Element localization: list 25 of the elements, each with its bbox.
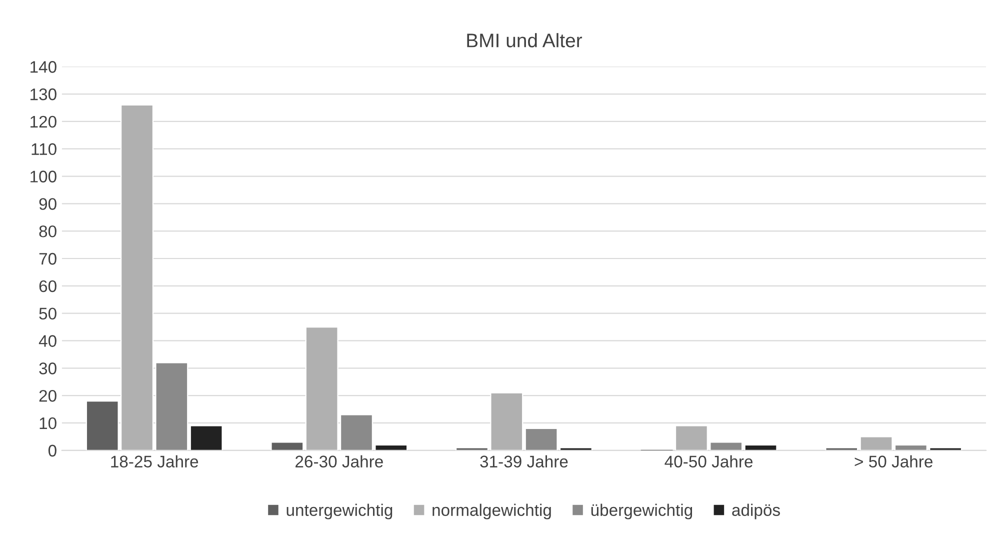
y-tick-label: 40 <box>38 335 56 347</box>
y-tick-label: 50 <box>39 308 56 320</box>
y-tick-label: 10 <box>40 417 56 430</box>
x-tick-label: 40-50 Jahre <box>664 455 753 468</box>
x-tick-label: 31-39 Jahre <box>480 455 568 468</box>
x-tick-label: > 50 Jahre <box>854 455 932 468</box>
legend-label: adipös <box>732 504 780 520</box>
y-tick-label: 100 <box>30 170 56 182</box>
y-tick-label: 130 <box>30 88 56 100</box>
legend-label: untergewichtig <box>286 504 392 520</box>
y-tick-label: 90 <box>39 198 56 210</box>
y-tick-label: 0 <box>48 444 56 457</box>
x-tick-label: 18-25 Jahre <box>111 455 198 468</box>
legend-label: normalgewichtig <box>432 504 551 520</box>
y-tick-label: 30 <box>39 362 56 374</box>
y-tick-label: 110 <box>32 143 56 156</box>
y-tick-label: 20 <box>39 390 56 402</box>
legend-label: übergewichtig <box>591 504 692 520</box>
x-tick-label: 26-30 Jahre <box>296 455 383 468</box>
y-tick-label: 70 <box>39 252 56 265</box>
y-tick-label: 80 <box>39 225 56 238</box>
y-tick-label: 140 <box>30 61 56 73</box>
chart-title: BMI und Alter <box>467 33 582 48</box>
y-tick-label: 120 <box>30 116 56 128</box>
y-tick-label: 60 <box>39 280 56 292</box>
